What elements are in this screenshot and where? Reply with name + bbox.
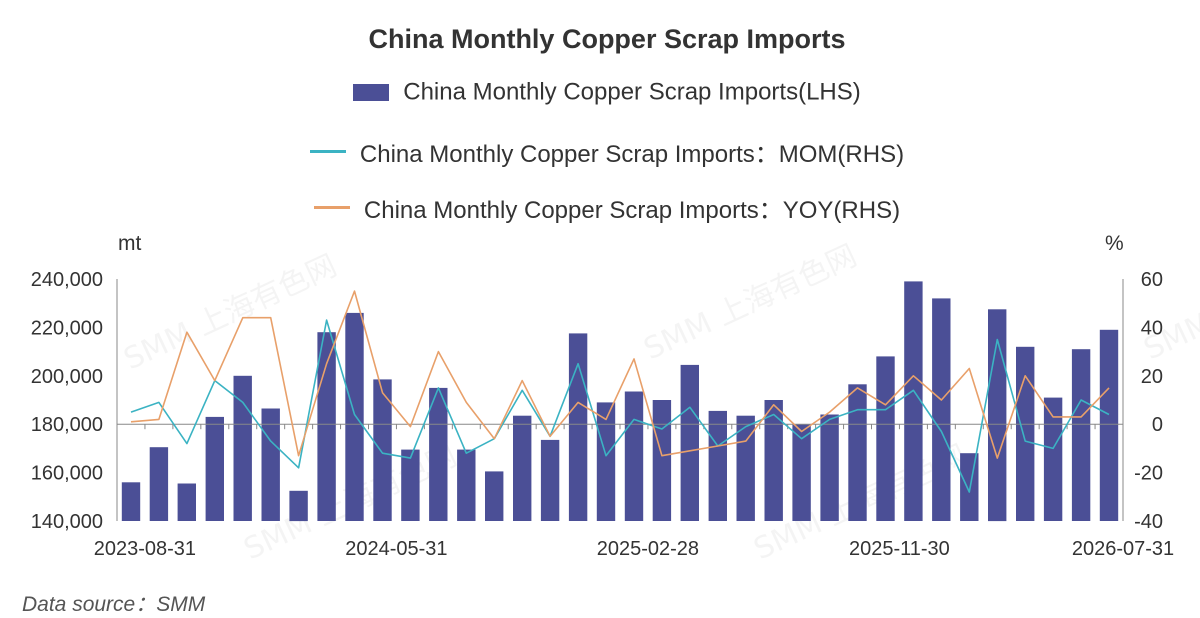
bar: [820, 414, 839, 521]
watermark-text: SMM 上海有色网: [639, 238, 863, 367]
x-tick-label: 2025-11-30: [849, 538, 950, 560]
bar: [429, 387, 448, 521]
right-tick-label: 60: [1141, 269, 1163, 291]
bar: [261, 408, 280, 521]
bar: [401, 449, 420, 521]
bar: [932, 298, 951, 521]
bar: [149, 447, 169, 521]
legend-swatch-bar: [353, 84, 390, 102]
bar: [624, 391, 644, 521]
x-tick-label: 2025-02-28: [597, 538, 699, 560]
bar: [848, 384, 867, 521]
left-tick-label: 240,000: [31, 269, 103, 291]
legend-label-yoy: China Monthly Copper Scrap Imports：YOY(R…: [363, 197, 901, 224]
legend-item-imports[interactable]: China Monthly Copper Scrap Imports(LHS): [0, 78, 1200, 107]
left-tick-label: 200,000: [31, 366, 103, 388]
bar: [513, 415, 532, 521]
bar: [1071, 349, 1091, 521]
chart-title: China Monthly Copper Scrap Imports: [368, 24, 846, 54]
line-series: [130, 290, 1110, 493]
bar: [205, 416, 224, 521]
x-tick-label: 2026-07-31: [1072, 538, 1174, 560]
right-tick-label: 0: [1152, 414, 1163, 436]
bar: [457, 449, 476, 521]
bar: [485, 471, 504, 521]
legend-label-mom: China Monthly Copper Scrap Imports：MOM(R…: [359, 141, 905, 168]
bar: [792, 424, 811, 521]
bar: [876, 356, 895, 521]
bar: [652, 400, 672, 521]
bar: [345, 312, 364, 521]
bar: [764, 400, 783, 521]
axes: [116, 279, 1124, 521]
bar: [904, 281, 923, 521]
left-tick-label: 160,000: [31, 463, 103, 485]
x-tick-label: 2023-08-31: [94, 538, 196, 560]
yoy-line: [130, 290, 1110, 459]
axis-labels: mt % 240,000 220,000 200,000 180,000 160,000 14…: [31, 232, 1174, 560]
data-source-note: Data source：SMM: [22, 593, 206, 616]
legend-swatch-mom-line: [309, 150, 346, 153]
legend-swatch-yoy-line: [313, 206, 350, 209]
bar: [568, 333, 588, 521]
bar: [1099, 329, 1119, 521]
left-unit-label: mt: [118, 232, 141, 255]
right-unit-label: %: [1105, 232, 1124, 255]
bar: [596, 402, 616, 521]
bar: [680, 364, 699, 521]
bar: [121, 482, 141, 521]
right-tick-label: -20: [1134, 463, 1163, 485]
left-tick-label: 140,000: [31, 511, 103, 533]
watermark-text: SMM 上海有色网: [119, 248, 343, 377]
bar: [317, 332, 336, 521]
left-tick-label: 220,000: [31, 317, 103, 339]
legend-label-imports: China Monthly Copper Scrap Imports(LHS): [403, 78, 861, 106]
bar: [960, 453, 979, 521]
bar: [708, 410, 727, 521]
legend-item-mom[interactable]: China Monthly Copper Scrap Imports：MOM(R…: [0, 134, 1200, 169]
x-tick-label: 2024-05-31: [345, 538, 447, 560]
right-tick-label: -40: [1134, 511, 1163, 533]
bar: [177, 483, 196, 521]
bar: [540, 439, 560, 521]
right-tick-label: 40: [1141, 317, 1163, 339]
watermark-text: SMM 上海有色网: [1139, 238, 1200, 367]
bar: [1043, 397, 1063, 521]
left-tick-label: 180,000: [31, 414, 103, 436]
legend-item-yoy[interactable]: China Monthly Copper Scrap Imports：YOY(R…: [0, 190, 1200, 225]
bar: [373, 379, 392, 521]
mom-line: [130, 319, 1110, 493]
bar: [233, 375, 252, 521]
bar: [1016, 346, 1035, 521]
right-tick-label: 20: [1141, 366, 1163, 388]
bar: [289, 490, 308, 522]
